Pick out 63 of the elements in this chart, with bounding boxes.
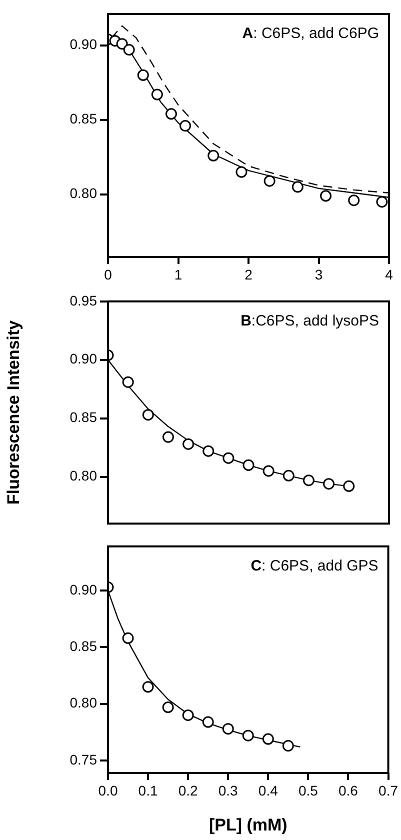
point xyxy=(282,470,294,482)
point xyxy=(165,108,177,120)
annotation: A: C6PS, add C6PG xyxy=(242,25,380,42)
y-tick-label: 0.90 xyxy=(70,581,98,598)
point xyxy=(222,723,234,735)
point xyxy=(343,480,355,492)
x-tick-label: 3 xyxy=(314,266,323,282)
y-tick-label: 0.80 xyxy=(70,694,98,711)
y-tick-label: 0.85 xyxy=(70,110,98,127)
point xyxy=(151,88,163,100)
y-tick-label: 0.85 xyxy=(70,409,98,426)
point xyxy=(142,681,154,693)
point xyxy=(262,465,274,477)
point xyxy=(182,438,194,450)
point xyxy=(137,69,149,81)
point xyxy=(262,733,274,745)
point xyxy=(142,409,154,421)
point xyxy=(116,38,128,50)
y-tick-label: 0.95 xyxy=(70,292,98,308)
point xyxy=(182,709,194,721)
x-tick-label: 0.5 xyxy=(298,782,318,798)
x-tick-label: 0.1 xyxy=(138,782,158,798)
x-tick-label: 0.0 xyxy=(98,782,118,798)
point xyxy=(122,632,134,644)
point xyxy=(208,150,220,162)
point xyxy=(162,702,174,714)
point xyxy=(236,166,248,178)
point xyxy=(222,452,234,464)
x-tick-label: 0.7 xyxy=(378,782,398,798)
x-tick-label: 0.6 xyxy=(338,782,358,798)
y-tick-label: 0.90 xyxy=(70,350,98,367)
y-tick-label: 0.90 xyxy=(70,36,98,52)
y-tick-label: 0.80 xyxy=(70,468,98,484)
x-tick-label: 4 xyxy=(385,266,394,282)
point xyxy=(282,740,294,752)
point xyxy=(302,474,314,486)
point xyxy=(122,376,134,388)
point xyxy=(202,716,214,728)
x-tick-label: 0.2 xyxy=(178,782,198,798)
point xyxy=(376,196,388,208)
annotation: B:C6PS, add lysoPS xyxy=(240,312,380,330)
point xyxy=(323,478,335,490)
point xyxy=(320,190,332,202)
y-tick-label: 0.85 xyxy=(70,638,98,654)
point xyxy=(242,730,254,742)
point xyxy=(264,175,276,187)
y-tick-label: 0.80 xyxy=(70,185,98,202)
y-axis-title: Fluorescence Intensity xyxy=(4,320,23,505)
x-tick-label: 0.4 xyxy=(258,782,278,798)
point xyxy=(348,194,360,206)
point xyxy=(202,445,214,457)
point xyxy=(292,181,304,193)
y-tick-label: 0.75 xyxy=(70,751,98,768)
x-tick-label: 0 xyxy=(104,266,112,282)
x-tick-label: 2 xyxy=(244,266,253,282)
x-axis-title: [PL] (mM) xyxy=(208,815,288,834)
x-tick-label: 1 xyxy=(174,266,182,282)
point xyxy=(162,431,174,443)
point xyxy=(242,459,254,471)
x-tick-label: 0.3 xyxy=(218,782,238,798)
point xyxy=(180,120,192,132)
annotation: C: C6PS, add GPS xyxy=(250,557,378,574)
point xyxy=(123,44,135,56)
